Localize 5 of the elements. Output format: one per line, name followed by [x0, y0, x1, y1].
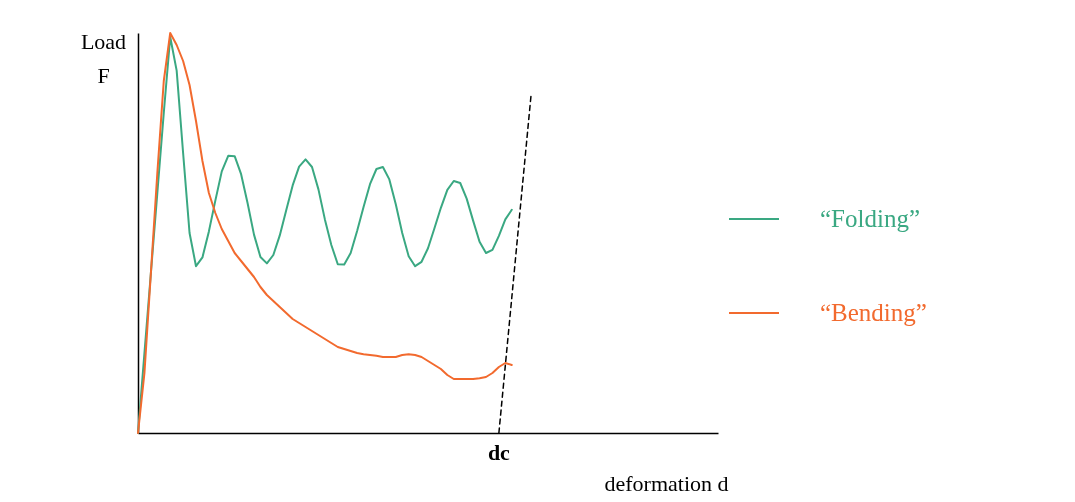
x-axis-title: deformation d	[604, 470, 729, 496]
y-axis-title: Load F	[80, 28, 127, 88]
legend-label: “Bending”	[820, 299, 927, 326]
text: dc	[487, 440, 511, 465]
legend-label: “Folding”	[820, 205, 920, 232]
